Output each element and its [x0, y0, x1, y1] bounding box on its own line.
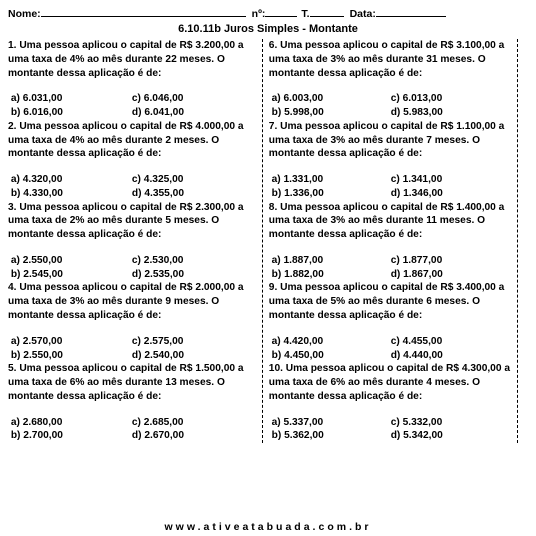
option-b: b) 1.882,00 — [269, 268, 391, 282]
column-left: 1. Uma pessoa aplicou o capital de R$ 3.… — [8, 39, 263, 443]
option-d: d) 4.440,00 — [391, 349, 513, 363]
option-d: d) 5.983,00 — [391, 106, 513, 120]
option-a: a) 6.031,00 — [8, 92, 132, 106]
option-d: d) 2.535,00 — [132, 268, 256, 282]
options-row: a) 5.337,00c) 5.332,00 — [269, 416, 513, 430]
worksheet-title: 6.10.11b Juros Simples - Montante — [8, 23, 528, 35]
option-c: c) 1.341,00 — [391, 173, 513, 187]
options-row: a) 1.887,00c) 1.877,00 — [269, 254, 513, 268]
options-row: b) 2.545,00d) 2.535,00 — [8, 268, 256, 282]
option-a: a) 2.570,00 — [8, 335, 132, 349]
options-row: b) 1.336,00d) 1.346,00 — [269, 187, 513, 201]
option-b: b) 2.545,00 — [8, 268, 132, 282]
option-a: a) 5.337,00 — [269, 416, 391, 430]
options-row: b) 4.450,00d) 4.440,00 — [269, 349, 513, 363]
options-row: a) 6.031,00c) 6.046,00 — [8, 92, 256, 106]
question: 10. Uma pessoa aplicou o capital de R$ 4… — [269, 362, 513, 403]
option-d: d) 6.041,00 — [132, 106, 256, 120]
question: 2. Uma pessoa aplicou o capital de R$ 4.… — [8, 120, 256, 161]
options-row: a) 4.320,00c) 4.325,00 — [8, 173, 256, 187]
options-row: b) 2.700,00d) 2.670,00 — [8, 429, 256, 443]
option-b: b) 4.450,00 — [269, 349, 391, 363]
options-row: a) 6.003,00c) 6.013,00 — [269, 92, 513, 106]
option-c: c) 2.575,00 — [132, 335, 256, 349]
option-c: c) 4.455,00 — [391, 335, 513, 349]
options-row: a) 2.570,00c) 2.575,00 — [8, 335, 256, 349]
option-a: a) 4.420,00 — [269, 335, 391, 349]
column-right: 6. Uma pessoa aplicou o capital de R$ 3.… — [263, 39, 518, 443]
n-label: nº: — [252, 8, 266, 20]
option-c: c) 6.013,00 — [391, 92, 513, 106]
question: 8. Uma pessoa aplicou o capital de R$ 1.… — [269, 201, 513, 242]
question: 3. Uma pessoa aplicou o capital de R$ 2.… — [8, 201, 256, 242]
options-row: b) 4.330,00d) 4.355,00 — [8, 187, 256, 201]
nome-label: Nome: — [8, 8, 41, 20]
option-b: b) 2.550,00 — [8, 349, 132, 363]
option-c: c) 5.332,00 — [391, 416, 513, 430]
option-c: c) 2.530,00 — [132, 254, 256, 268]
option-d: d) 2.670,00 — [132, 429, 256, 443]
option-b: b) 5.362,00 — [269, 429, 391, 443]
option-d: d) 4.355,00 — [132, 187, 256, 201]
columns: 1. Uma pessoa aplicou o capital de R$ 3.… — [8, 39, 528, 443]
option-b: b) 4.330,00 — [8, 187, 132, 201]
option-b: b) 5.998,00 — [269, 106, 391, 120]
data-label: Data: — [350, 8, 376, 20]
options-row: b) 5.362,00d) 5.342,00 — [269, 429, 513, 443]
options-row: a) 1.331,00c) 1.341,00 — [269, 173, 513, 187]
nome-blank[interactable] — [41, 6, 246, 17]
options-row: b) 5.998,00d) 5.983,00 — [269, 106, 513, 120]
question: 6. Uma pessoa aplicou o capital de R$ 3.… — [269, 39, 513, 80]
options-row: a) 4.420,00c) 4.455,00 — [269, 335, 513, 349]
option-a: a) 2.550,00 — [8, 254, 132, 268]
option-a: a) 1.331,00 — [269, 173, 391, 187]
option-d: d) 5.342,00 — [391, 429, 513, 443]
options-row: b) 6.016,00d) 6.041,00 — [8, 106, 256, 120]
option-c: c) 6.046,00 — [132, 92, 256, 106]
footer-url: www.ativeatabuada.com.br — [0, 521, 536, 533]
options-row: b) 1.882,00d) 1.867,00 — [269, 268, 513, 282]
option-c: c) 1.877,00 — [391, 254, 513, 268]
option-b: b) 2.700,00 — [8, 429, 132, 443]
t-label: T. — [301, 8, 309, 20]
n-blank[interactable] — [265, 6, 297, 17]
header-line: Nome: nº: T. Data: — [8, 6, 528, 20]
question: 5. Uma pessoa aplicou o capital de R$ 1.… — [8, 362, 256, 403]
option-d: d) 2.540,00 — [132, 349, 256, 363]
question: 1. Uma pessoa aplicou o capital de R$ 3.… — [8, 39, 256, 80]
options-row: a) 2.680,00c) 2.685,00 — [8, 416, 256, 430]
option-b: b) 6.016,00 — [8, 106, 132, 120]
option-a: a) 2.680,00 — [8, 416, 132, 430]
option-c: c) 4.325,00 — [132, 173, 256, 187]
option-b: b) 1.336,00 — [269, 187, 391, 201]
option-d: d) 1.867,00 — [391, 268, 513, 282]
option-a: a) 4.320,00 — [8, 173, 132, 187]
option-c: c) 2.685,00 — [132, 416, 256, 430]
question: 4. Uma pessoa aplicou o capital de R$ 2.… — [8, 281, 256, 322]
question: 9. Uma pessoa aplicou o capital de R$ 3.… — [269, 281, 513, 322]
option-d: d) 1.346,00 — [391, 187, 513, 201]
option-a: a) 6.003,00 — [269, 92, 391, 106]
options-row: b) 2.550,00d) 2.540,00 — [8, 349, 256, 363]
options-row: a) 2.550,00c) 2.530,00 — [8, 254, 256, 268]
t-blank[interactable] — [310, 6, 344, 17]
data-blank[interactable] — [376, 6, 446, 17]
question: 7. Uma pessoa aplicou o capital de R$ 1.… — [269, 120, 513, 161]
option-a: a) 1.887,00 — [269, 254, 391, 268]
